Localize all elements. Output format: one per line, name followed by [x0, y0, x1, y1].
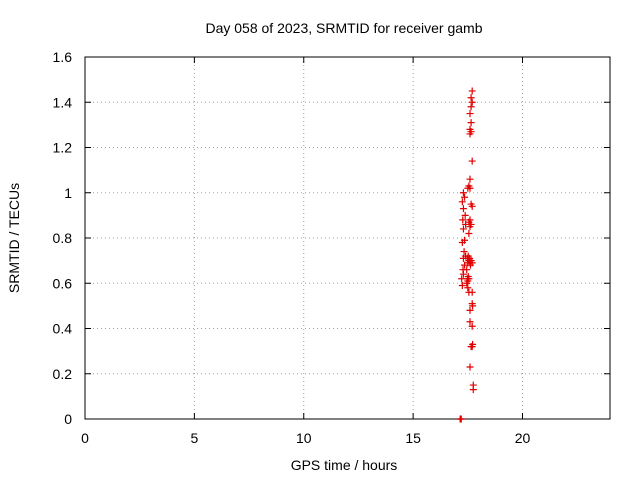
data-point: [468, 259, 476, 267]
data-point: [461, 236, 469, 244]
x-tick-label: 5: [190, 430, 198, 446]
data-point: [459, 216, 467, 224]
data-point: [466, 184, 474, 192]
data-point: [468, 202, 476, 210]
data-point: [463, 266, 471, 274]
data-point: [461, 211, 469, 219]
axis-ticks: 0 0.2 0.4 0.6 0.8 1 1.2 1.4 1.6 0 5 10 15 20: [53, 49, 610, 446]
x-tick-label: 0: [81, 430, 89, 446]
data-point: [468, 87, 476, 95]
x-axis-label: GPS time / hours: [291, 457, 398, 473]
data-point: [466, 216, 474, 224]
data-point: [466, 175, 474, 183]
data-point: [460, 248, 468, 256]
y-tick-label: 0.2: [53, 366, 73, 382]
data-point: [458, 282, 466, 290]
data-point: [467, 220, 475, 228]
data-point: [457, 415, 465, 423]
y-tick-label: 1.4: [53, 94, 73, 110]
data-point: [467, 103, 475, 111]
data-points: [456, 87, 477, 423]
y-tick-label: 1.2: [53, 140, 73, 156]
x-tick-label: 10: [296, 430, 312, 446]
grid: [85, 57, 610, 419]
y-axis-label: SRMTID / TECUs: [6, 183, 22, 293]
data-point: [465, 229, 473, 237]
y-tick-label: 0: [64, 411, 72, 427]
data-point: [468, 98, 476, 106]
data-point: [466, 110, 474, 118]
y-tick-label: 1: [64, 185, 72, 201]
data-point: [466, 254, 474, 262]
data-point: [459, 189, 467, 197]
data-point: [468, 157, 476, 165]
chart-title: Day 058 of 2023, SRMTID for receiver gam…: [205, 20, 482, 36]
y-tick-label: 1.6: [53, 49, 73, 65]
data-point: [466, 306, 474, 314]
data-point: [459, 225, 467, 233]
x-tick-label: 20: [515, 430, 531, 446]
data-point: [468, 300, 476, 308]
data-point: [468, 322, 476, 330]
data-point: [464, 284, 472, 292]
data-point: [465, 275, 473, 283]
plot-frame: [84, 56, 611, 420]
data-point: [469, 340, 477, 348]
data-point: [466, 125, 474, 133]
data-point: [469, 386, 477, 394]
data-point: [459, 205, 467, 213]
data-point: [466, 318, 474, 326]
data-point: [458, 198, 466, 206]
data-point: [466, 363, 474, 371]
data-point: [467, 94, 475, 102]
data-point: [468, 288, 476, 296]
data-point: [467, 119, 475, 127]
data-point: [461, 193, 469, 201]
y-tick-label: 0.8: [53, 230, 73, 246]
x-tick-label: 15: [405, 430, 421, 446]
y-tick-label: 0.4: [53, 321, 73, 337]
y-tick-label: 0.6: [53, 275, 73, 291]
